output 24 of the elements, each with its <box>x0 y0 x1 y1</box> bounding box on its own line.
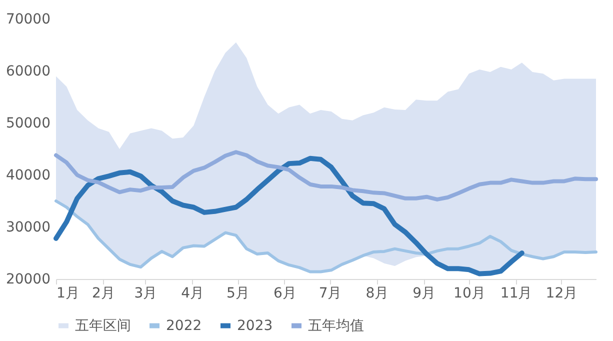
x-tick-label: 6月 <box>273 286 296 302</box>
x-tick-label: 10月 <box>454 286 486 302</box>
line-series <box>54 150 598 202</box>
x-tick-label: 7月 <box>318 286 342 302</box>
y-tick-label: 30000 <box>6 220 50 236</box>
legend-label: 五年均值 <box>308 318 364 334</box>
x-tick-label: 3月 <box>134 286 158 302</box>
x-tick-label: 1月 <box>56 286 80 302</box>
x-tick-label: 8月 <box>366 286 389 302</box>
y-tick-label: 70000 <box>6 12 50 28</box>
y-tick-label: 20000 <box>6 272 50 288</box>
y-tick-label: 50000 <box>6 116 50 132</box>
x-tick-label: 12月 <box>546 286 578 302</box>
line-series <box>54 200 598 274</box>
x-tick-label: 11月 <box>500 286 532 302</box>
legend-label: 五年区间 <box>75 318 131 334</box>
x-tick-label: 2月 <box>92 286 115 302</box>
x-tick-label: 9月 <box>412 286 436 302</box>
legend-label: 2023 <box>237 318 273 334</box>
x-tick-label: 4月 <box>181 286 204 302</box>
y-tick-label: 60000 <box>6 64 50 80</box>
y-tick-label: 40000 <box>6 168 50 184</box>
legend-label: 2022 <box>166 318 202 334</box>
x-tick-label: 5月 <box>226 286 250 302</box>
